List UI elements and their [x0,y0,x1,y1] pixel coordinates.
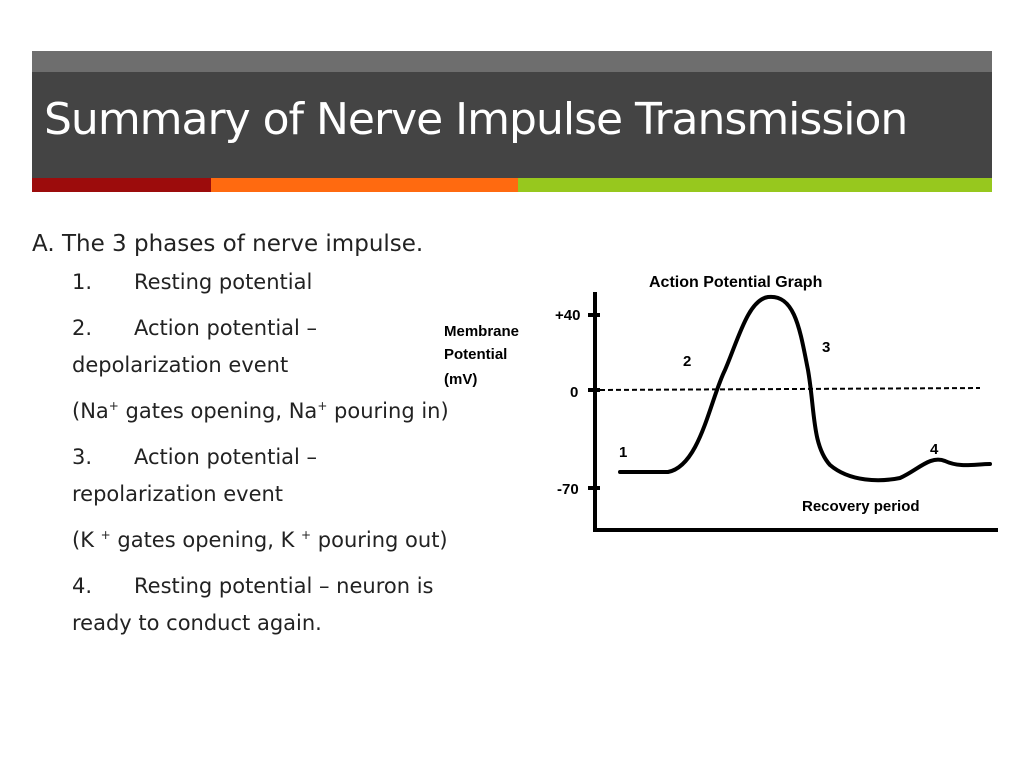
y-axis-label-line1: Membrane [444,323,519,340]
action-potential-graph: Action Potential Graph Membrane Potentia… [444,274,998,532]
note-text: (Na [72,399,109,423]
phase-number: 3. [72,445,93,469]
note-text: pouring in) [327,399,449,423]
recovery-period-label: Recovery period [802,498,920,515]
note-text: gates opening, K [110,528,302,552]
phase-item-2: 2. Action potential – depolarization even… [72,310,532,384]
note-text: pouring out) [311,528,448,552]
tick-label-zero: 0 [570,384,578,401]
phase-text: Action potential – [134,316,318,340]
title-bar: Summary of Nerve Impulse Transmission [32,72,992,178]
y-axis-label-line2: Potential [444,346,507,363]
phase-label-3: 3 [822,339,830,356]
accent-stripe-red [32,178,211,192]
phase-item-4: 4. Resting potential – neuron is ready to… [72,568,532,642]
phase-text-line2: depolarization event [72,353,289,377]
zero-baseline [599,387,981,391]
phase-label-1: 1 [619,444,627,461]
phase-text-line2: repolarization event [72,482,284,506]
section-heading: A. The 3 phases of nerve impulse. [32,231,424,257]
superscript-plus: + [108,399,119,413]
superscript-plus: + [317,399,328,413]
phase-text: Resting potential – neuron is [134,574,434,598]
accent-stripe-green [518,178,992,192]
title-bar-top-band [32,51,992,72]
phase-number: 1. [72,270,93,294]
phase-item-1: 1. Resting potential [72,264,532,301]
superscript-plus: + [100,528,111,542]
note-text: (K [72,528,101,552]
potassium-note: (K + gates opening, K + pouring out) [72,522,532,559]
y-axis-label-line3: (mV) [444,371,477,388]
phase-text: Resting potential [134,270,313,294]
phase-text: Action potential – [134,445,318,469]
phase-number: 4. [72,574,93,598]
phase-label-4: 4 [930,441,939,458]
superscript-plus: + [301,528,312,542]
tick-label-plus40: +40 [555,307,580,324]
slide-title: Summary of Nerve Impulse Transmission [44,94,908,145]
slide-body: A. The 3 phases of nerve impulse. 1. Rest… [32,224,532,651]
phase-label-2: 2 [683,353,691,370]
note-text: gates opening, Na [118,399,318,423]
graph-title: Action Potential Graph [649,274,822,291]
action-potential-curve [618,294,992,483]
accent-stripe-orange [211,178,518,192]
tick-label-minus70: -70 [557,481,579,498]
phase-text-line2: ready to conduct again. [72,611,322,635]
phase-number: 2. [72,316,93,340]
phase-item-3: 3. Action potential – repolarization even… [72,439,532,513]
sodium-note: (Na+ gates opening, Na+ pouring in) [72,393,532,430]
